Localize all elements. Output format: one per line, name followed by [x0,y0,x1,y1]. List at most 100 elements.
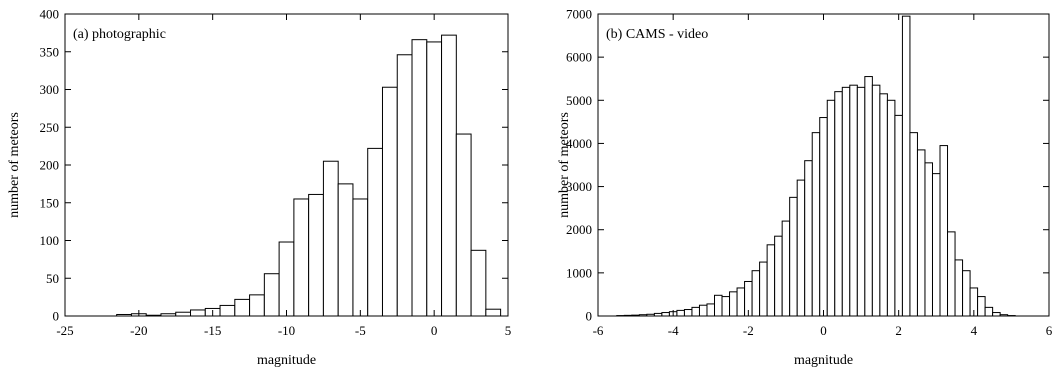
y-tick-label: 1000 [566,265,592,280]
x-tick-label: 6 [1046,323,1053,338]
y-axis-label: number of meteors [557,112,572,218]
bars [116,34,502,317]
bar [352,198,369,317]
y-tick-label: 0 [53,309,60,324]
bar [293,198,310,317]
bar [751,270,761,317]
bar [308,193,324,317]
bar [984,306,994,317]
y-tick-label: 350 [40,44,60,59]
bar [849,84,858,317]
bar [234,298,251,317]
bar [954,259,964,317]
bar [856,86,866,317]
bar [278,241,295,317]
bar [249,294,265,317]
bar [219,304,236,317]
bar [909,132,918,317]
bar [924,162,933,317]
bar [175,311,192,317]
bar [698,304,708,317]
bar [426,41,443,317]
bar [789,196,798,317]
bar [322,160,339,317]
bar [826,99,836,317]
x-axis-label: magnitude [257,353,316,368]
bar [819,117,828,317]
y-tick-label: 300 [40,82,60,97]
x-axis-label: magnitude [794,353,853,368]
y-tick-label: 250 [40,120,60,135]
bar [901,15,911,317]
bar [396,54,413,317]
bar [337,183,354,317]
bar [441,34,457,317]
x-tick-label: -4 [668,323,679,338]
bars [616,15,1016,317]
bar [894,114,903,317]
y-tick-label: 0 [586,309,593,324]
bar [962,270,971,317]
bar [683,309,693,317]
y-tick-label: 5000 [566,93,592,108]
bar [977,296,986,317]
bar [706,303,716,317]
bar [676,309,685,317]
bar [367,147,383,317]
bar [263,273,280,317]
y-tick-label: 150 [40,195,60,210]
bar [381,86,398,317]
chart-panel-2: -6 -4 -2 0 2 4 6 0 1000 2000 3000 4000 5000 6000 7000 (… [557,7,1053,369]
bar [796,179,806,317]
bar [992,312,1001,317]
bar [916,149,926,317]
bar [886,99,896,317]
chart-panel-1: -25 -20 -15 -10 -5 0 5050100150200250300350400… [7,7,511,369]
panel-title: (a) photographic [73,27,166,42]
x-tick-label: -2 [743,323,754,338]
x-tick-label: -6 [593,323,604,338]
y-tick-label: 6000 [566,50,592,65]
x-tick-label: 5 [505,323,512,338]
bar [691,306,700,317]
bar [766,244,776,317]
y-tick-label: 4000 [566,136,592,151]
bar [947,231,956,317]
bar [931,173,941,317]
x-tick-label: -20 [130,323,147,338]
bar [871,84,881,317]
bar [781,220,791,317]
bar [864,76,873,317]
bar [736,287,746,317]
bar [879,93,888,317]
x-tick-label: -25 [56,323,73,338]
x-tick-label: 0 [431,323,438,338]
bar [455,133,472,317]
y-tick-label: 7000 [566,7,592,22]
y-tick-label: 200 [40,158,60,173]
y-tick-label: 3000 [566,179,592,194]
y-tick-label: 50 [46,271,59,286]
bar [834,91,843,317]
bar [804,160,813,317]
y-axis-label: number of meteors [7,112,22,218]
bar [485,308,502,317]
bar [714,294,723,317]
bar [411,39,428,317]
bar [661,312,670,317]
y-tick-label: 100 [40,233,60,248]
bar [774,235,783,317]
x-tick-label: -10 [278,323,295,338]
bar [721,296,731,317]
bar [811,132,821,317]
y-tick-label: 400 [40,7,60,22]
x-tick-label: 0 [820,323,827,338]
y-tick-label: 2000 [566,222,592,237]
x-tick-label: 4 [971,323,978,338]
bar [729,291,738,317]
x-tick-label: -5 [355,323,366,338]
bar [939,145,949,317]
panel-title: (b) CAMS - video [606,27,708,42]
